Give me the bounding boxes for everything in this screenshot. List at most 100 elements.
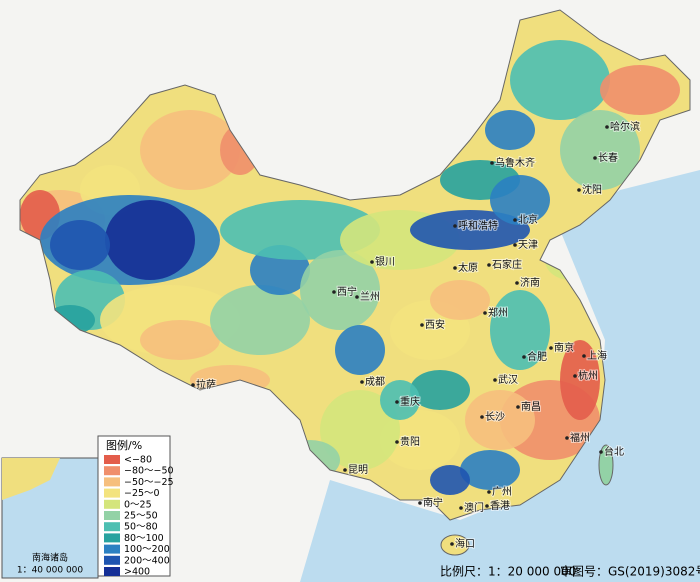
region-blob (465, 390, 535, 450)
region-blob (600, 65, 680, 115)
legend-swatch (104, 455, 120, 464)
city-dot (516, 405, 520, 409)
city-dot (453, 266, 457, 270)
region-blob (490, 290, 550, 370)
city-label: 沈阳 (582, 183, 602, 196)
region-blob (380, 380, 420, 420)
city-label: 重庆 (400, 395, 420, 408)
city-label: 石家庄 (492, 258, 522, 271)
city-label: 香港 (490, 500, 510, 512)
legend-label: 0～25 (124, 499, 152, 510)
legend-swatch (104, 567, 120, 576)
legend-label: 200～400 (124, 555, 170, 566)
city-label: 合肥 (527, 350, 547, 363)
city-dot (573, 374, 577, 378)
city-label: 太原 (458, 261, 478, 274)
region-blob (320, 390, 400, 470)
city-label: 西安 (425, 318, 445, 331)
city-dot (420, 323, 424, 327)
city-label: 澳门 (464, 501, 484, 514)
city-dot (453, 224, 457, 228)
city-dot (191, 383, 195, 387)
city-label: 南京 (554, 341, 574, 354)
city-dot (395, 440, 399, 444)
city-label: 郑州 (488, 306, 508, 319)
city-label: 昆明 (348, 464, 368, 476)
city-dot (480, 415, 484, 419)
city-label: 乌鲁木齐 (495, 156, 535, 169)
city-dot (483, 311, 487, 315)
region-blob (50, 220, 110, 270)
city-dot (513, 218, 517, 222)
city-dot (485, 504, 489, 508)
city-dot (577, 188, 581, 192)
city-label: 兰州 (360, 290, 380, 303)
region-blob (430, 280, 490, 320)
city-dot (459, 506, 463, 510)
region-blob (485, 110, 535, 150)
region-blob (460, 450, 520, 490)
city-dot (593, 156, 597, 160)
city-label: 长春 (598, 152, 618, 164)
city-dot (370, 260, 374, 264)
region-blob (560, 110, 640, 190)
city-label: 杭州 (578, 369, 598, 382)
legend-label: 80～100 (124, 533, 164, 544)
region-blob (210, 285, 310, 355)
region-blob (335, 325, 385, 375)
approval-text: 审图号：GS(2019)3082号 (560, 564, 700, 579)
city-label: 西宁 (337, 285, 357, 298)
city-label: 济南 (520, 276, 540, 289)
city-dot (493, 378, 497, 382)
region-blob (430, 465, 470, 495)
city-dot (513, 243, 517, 247)
region-blob (105, 200, 195, 280)
city-dot (515, 281, 519, 285)
city-dot (490, 161, 494, 165)
city-label: 南宁 (423, 496, 443, 509)
city-dot (549, 346, 553, 350)
legend-swatch (104, 511, 120, 520)
region-blob (220, 200, 380, 260)
region-blob (490, 175, 550, 225)
city-label: 武汉 (498, 373, 518, 386)
city-label: 贵阳 (400, 435, 420, 448)
city-dot (450, 542, 454, 546)
legend-swatch (104, 544, 120, 554)
city-label: 北京 (518, 213, 538, 226)
city-label: 台北 (604, 445, 624, 458)
city-dot (332, 290, 336, 294)
legend-label: −25～0 (124, 488, 160, 499)
city-label: 上海 (587, 349, 607, 362)
city-label: 拉萨 (196, 378, 216, 391)
legend-swatch (104, 533, 120, 543)
region-blob (560, 340, 600, 420)
city-label: 呼和浩特 (458, 220, 498, 232)
legend-label: 50～80 (124, 522, 158, 533)
city-dot (487, 490, 491, 494)
taiwan (598, 444, 614, 486)
city-label: 广州 (492, 486, 512, 498)
legend-swatch (104, 488, 120, 498)
inset-label: 南海诸岛 (32, 552, 68, 564)
legend-label: >400 (124, 567, 150, 578)
region-blob (410, 370, 470, 410)
city-dot (522, 355, 526, 359)
city-dot (395, 400, 399, 404)
scale-text: 比例尺：1：20 000 000 (440, 565, 576, 579)
region-blob (300, 250, 380, 330)
legend-label: −50～−25 (124, 477, 174, 488)
city-label: 南昌 (521, 400, 541, 413)
inset-scale: 1：40 000 000 (17, 566, 84, 576)
city-dot (360, 380, 364, 384)
region-blob (140, 320, 220, 360)
city-label: 哈尔滨 (610, 120, 640, 133)
inset-land (2, 458, 60, 500)
city-label: 海口 (455, 537, 475, 550)
city-dot (487, 263, 491, 267)
region-blob (510, 40, 610, 120)
legend-label: <−80 (124, 455, 152, 466)
region-blob (410, 210, 530, 250)
legend-title: 图例/% (106, 438, 142, 452)
